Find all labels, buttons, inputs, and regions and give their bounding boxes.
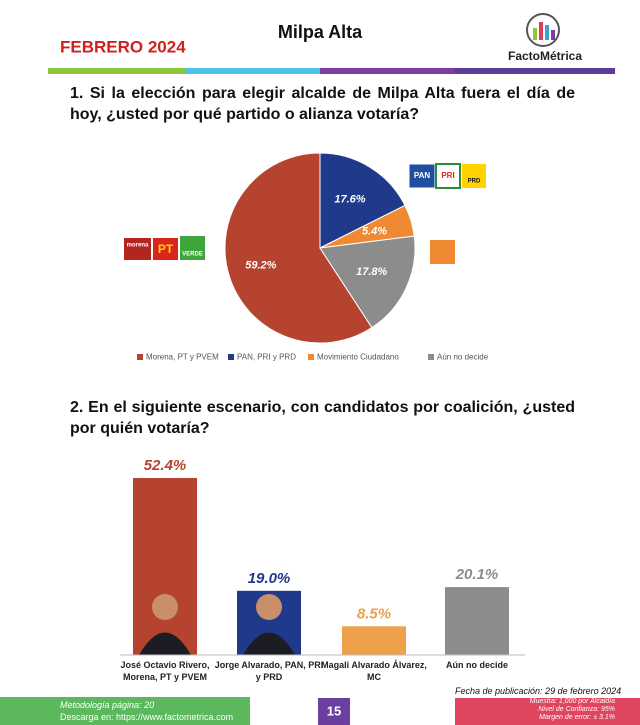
pie-slice — [319, 152, 406, 249]
photo-body — [243, 632, 295, 655]
legend-swatch — [428, 354, 434, 360]
logo-text: PRD — [468, 179, 481, 185]
value-label: 17.8% — [356, 266, 387, 278]
color-strip — [320, 68, 455, 74]
photo-head — [152, 594, 178, 620]
page-title: Milpa Alta — [278, 22, 363, 42]
photo-head — [256, 594, 282, 620]
value-label: 19.0% — [248, 570, 291, 587]
page-number: 15 — [327, 703, 341, 718]
report-date: FEBRERO 2024 — [60, 37, 186, 56]
color-strip — [455, 68, 615, 74]
footer-text: Metodología página: 20 — [60, 700, 155, 710]
category-label: Magali Alvarado Álvarez, MC — [321, 660, 427, 682]
question: 1. Si la elección para elegir alcalde de… — [70, 85, 575, 123]
brand-icon — [526, 13, 560, 47]
logo-text: morena — [127, 243, 149, 249]
color-strip — [48, 68, 185, 74]
value-label: 5.4% — [362, 225, 387, 237]
value-label: 59.2% — [245, 260, 276, 272]
bar-chart: 52.4% 19.0% 8.5% 20.1% — [120, 457, 525, 656]
value-label: 8.5% — [357, 605, 391, 622]
question: 2. En el siguiente escenario, con candid… — [70, 399, 575, 437]
logo-text: VERDE — [182, 252, 203, 258]
footer-text: Margen de error: ± 3.1% — [539, 714, 615, 721]
footer-text: Muestra: 1,000 por Alcaldía — [529, 698, 615, 705]
legend-swatch — [228, 354, 234, 360]
brand-name: FactoMétrica — [508, 49, 582, 63]
footer-text: Nivel de Confianza: 95% — [538, 706, 615, 713]
bar — [342, 626, 406, 655]
legend-swatch — [308, 354, 314, 360]
logo-text: PRI — [441, 171, 454, 180]
photo-body — [139, 632, 191, 655]
value-label: 52.4% — [144, 457, 187, 474]
logo-text: PAN — [414, 171, 431, 180]
legend-label: Movimiento Ciudadano — [317, 353, 399, 362]
footer-band — [0, 697, 250, 725]
bar — [133, 478, 197, 655]
category-label: José Octavio Rivero, Morena, PT y PVEM — [120, 660, 210, 682]
pie-slice — [319, 235, 416, 329]
logo-mc — [430, 240, 455, 264]
legend-label: Morena, PT y PVEM — [146, 353, 219, 362]
footer-text: Fecha de publicación: 29 de febrero 2024 — [455, 686, 622, 696]
footer-band — [318, 698, 350, 725]
value-label: 20.1% — [455, 566, 499, 583]
legend-swatch — [137, 354, 143, 360]
pie-slice — [224, 152, 373, 344]
footer-band — [455, 698, 640, 725]
logo-right: PAN PRI PRD — [408, 163, 486, 189]
logo-left: morena PT VERDE — [124, 236, 205, 260]
pie-chart: 59.2% 17.6% 5.4% 17.8% Morena, PT y PVEM PAN,… — [137, 152, 489, 362]
footer-text: Descarga en: https://www.factometrica.co… — [60, 712, 234, 722]
bar — [445, 587, 509, 655]
color-strip — [185, 68, 320, 74]
value-label: 17.6% — [334, 193, 365, 205]
category-label: Aún no decide — [445, 660, 508, 670]
legend-label: Aún no decide — [437, 353, 489, 362]
category-label: Jorge Alvarado, PAN, PRI y PRD — [214, 660, 324, 682]
logo-text: PT — [158, 242, 174, 256]
legend-label: PAN, PRI y PRD — [237, 353, 296, 362]
